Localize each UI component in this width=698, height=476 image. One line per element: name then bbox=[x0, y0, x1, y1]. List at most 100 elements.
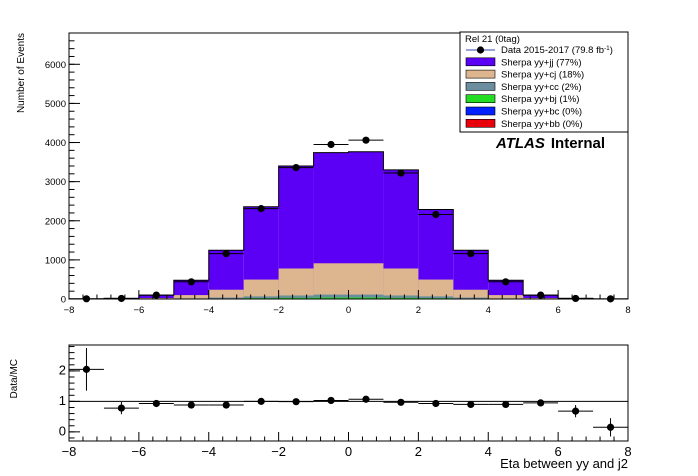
x-tick-label: 2 bbox=[415, 444, 422, 459]
stack-bar-sherpa-yy-jj-77--bin-3 bbox=[173, 280, 209, 299]
x-tick-label: −2 bbox=[271, 444, 286, 459]
data-point bbox=[187, 278, 195, 286]
legend-data-marker bbox=[466, 46, 495, 54]
legend-series-label: Sherpa yy+jj (77%) bbox=[501, 57, 582, 68]
stack-bar-sherpa-yy-cj-18--bin-4 bbox=[208, 289, 244, 299]
y-tick-label: 3000 bbox=[45, 177, 66, 188]
stack-bar-sherpa-yy-cc-2--bin-7 bbox=[313, 294, 349, 299]
x-tick-label: 4 bbox=[485, 444, 492, 459]
ratio-point bbox=[152, 399, 160, 408]
legend-series-entries: Sherpa yy+jj (77%)Sherpa yy+cj (18%)Sher… bbox=[465, 57, 584, 130]
stack-bar-sherpa-yy-cc-2--bin-4 bbox=[208, 297, 244, 299]
legend-data-name: Data 2015-2017 (79.8 fb bbox=[501, 45, 604, 56]
y-tick-label: 2000 bbox=[45, 216, 66, 227]
x-tick-label: 6 bbox=[555, 305, 560, 316]
ratio-point bbox=[257, 397, 265, 405]
legend-box bbox=[459, 31, 629, 133]
stack-bar-sherpa-yy-cj-18--bin-5 bbox=[243, 279, 279, 299]
ratio-points bbox=[69, 348, 628, 437]
ratio-point bbox=[292, 398, 300, 406]
x-tick-label: −8 bbox=[64, 305, 75, 316]
atlas-word: ATLAS bbox=[495, 135, 545, 152]
x-tick-label: 4 bbox=[486, 305, 491, 316]
main-plot-panel: −8 −6 −4 −2 0 2 4 6 8 0100020003000400050006000 … bbox=[16, 31, 631, 316]
y-tick-label: 0 bbox=[59, 423, 66, 438]
stack-bar-sherpa-yy-bj-1--bin-7 bbox=[313, 297, 349, 299]
legend: Rel 21 (0tag) Data 2015-2017 (79.8 fb-1)… bbox=[459, 31, 629, 133]
internal-word: Internal bbox=[551, 135, 605, 152]
stack-bar-sherpa-yy-cc-2--bin-5 bbox=[243, 296, 279, 299]
ratio-point bbox=[362, 395, 370, 403]
y-tick-label: 1000 bbox=[45, 255, 66, 266]
legend-swatch-sherpa-yy-bj-1- bbox=[465, 94, 496, 103]
stack-bar-sherpa-yy-cj-18--bin-11 bbox=[453, 289, 489, 299]
stack-bar-sherpa-yy-bj-1--bin-9 bbox=[383, 297, 419, 299]
data-point bbox=[222, 250, 230, 258]
x-tick-label: −8 bbox=[62, 444, 77, 459]
y-tick-label: 5000 bbox=[45, 99, 66, 110]
stack-bar-sherpa-yy-cj-18--bin-12 bbox=[488, 295, 524, 299]
legend-data-label: Data 2015-2017 (79.8 fb-1) bbox=[501, 45, 613, 57]
y-tick-label: 2 bbox=[59, 362, 66, 377]
ratio-point bbox=[537, 399, 545, 407]
stack-bar-sherpa-yy-jj-77--bin-12 bbox=[488, 280, 524, 299]
x-tick-label: −4 bbox=[203, 305, 214, 316]
ratio-point bbox=[222, 401, 230, 409]
data-point bbox=[327, 140, 335, 149]
data-point bbox=[362, 136, 370, 144]
legend-series-label: Sherpa yy+cj (18%) bbox=[501, 70, 584, 81]
stack-bar-sherpa-yy-cj-18--bin-3 bbox=[173, 295, 209, 299]
data-point bbox=[397, 169, 405, 177]
data-point bbox=[467, 250, 475, 258]
legend-swatch-sherpa-yy-bb-0- bbox=[465, 119, 496, 128]
ratio-y-axis-ticks: 0 1 2 bbox=[59, 346, 80, 439]
legend-header: Rel 21 (0tag) bbox=[465, 34, 520, 45]
stack-bar-sherpa-yy-cj-18--bin-6 bbox=[278, 268, 314, 299]
ratio-point bbox=[502, 400, 510, 409]
data-point bbox=[502, 278, 510, 286]
x-tick-label: 2 bbox=[416, 305, 421, 316]
main-x-axis-ticks: −8 −6 −4 −2 0 2 4 6 8 bbox=[64, 290, 631, 316]
x-tick-label: −2 bbox=[273, 305, 284, 316]
ratio-point bbox=[571, 407, 580, 415]
data-point bbox=[432, 210, 440, 219]
x-tick-label: −4 bbox=[201, 444, 216, 459]
legend-swatch-sherpa-yy-cc-2- bbox=[465, 82, 496, 91]
stack-bar-sherpa-yy-cj-18--bin-9 bbox=[383, 268, 419, 299]
x-tick-label: 8 bbox=[624, 444, 631, 459]
x-tick-label: 0 bbox=[346, 305, 351, 316]
ratio-point bbox=[327, 396, 335, 405]
legend-data-dot bbox=[476, 46, 485, 54]
ratio-point bbox=[606, 423, 615, 431]
ratio-y-axis-label: Data/MC bbox=[9, 359, 20, 398]
legend-series-label: Sherpa yy+bj (1%) bbox=[501, 94, 579, 105]
ratio-plot-panel: −8 −6 −4 −2 0 2 4 6 8 0 1 2 Data/MC Eta between yy… bbox=[9, 344, 632, 471]
stack-bar-sherpa-yy-cc-2--bin-8 bbox=[348, 294, 384, 299]
legend-swatch-sherpa-yy-cj-18- bbox=[465, 69, 496, 79]
legend-series-label: Sherpa yy+cc (2%) bbox=[501, 82, 582, 93]
main-y-axis-label: Number of Events bbox=[16, 33, 27, 113]
stack-bar-sherpa-yy-cj-18--bin-10 bbox=[418, 279, 454, 299]
x-tick-label: −6 bbox=[131, 444, 146, 459]
data-point bbox=[571, 294, 580, 303]
data-point bbox=[152, 291, 160, 299]
ratio-point bbox=[187, 401, 195, 409]
ratio-x-axis-ticks: −8 −6 −4 −2 0 2 4 6 8 bbox=[62, 432, 632, 459]
atlas-label: ATLAS Internal bbox=[495, 135, 605, 152]
data-point bbox=[117, 294, 126, 303]
stack-bar-sherpa-yy-bj-1--bin-8 bbox=[348, 297, 384, 299]
ratio-point bbox=[117, 404, 126, 412]
x-tick-label: 6 bbox=[555, 444, 562, 459]
legend-series-label: Sherpa yy+bc (0%) bbox=[501, 107, 582, 118]
legend-swatch-sherpa-yy-jj-77- bbox=[465, 57, 496, 67]
ratio-point bbox=[467, 400, 475, 409]
data-point bbox=[292, 163, 300, 172]
x-tick-label: −6 bbox=[133, 305, 144, 316]
y-tick-label: 6000 bbox=[45, 60, 66, 71]
legend-swatch-sherpa-yy-bc-0- bbox=[465, 106, 496, 116]
stack-bar-sherpa-yy-cc-2--bin-6 bbox=[278, 295, 314, 299]
stack-bar-sherpa-yy-bj-1--bin-6 bbox=[278, 297, 314, 299]
stacked-histogram bbox=[68, 151, 629, 300]
main-y-axis-ticks: 0 1000 2000 3000 4000 5000 6000 bbox=[45, 32, 80, 306]
